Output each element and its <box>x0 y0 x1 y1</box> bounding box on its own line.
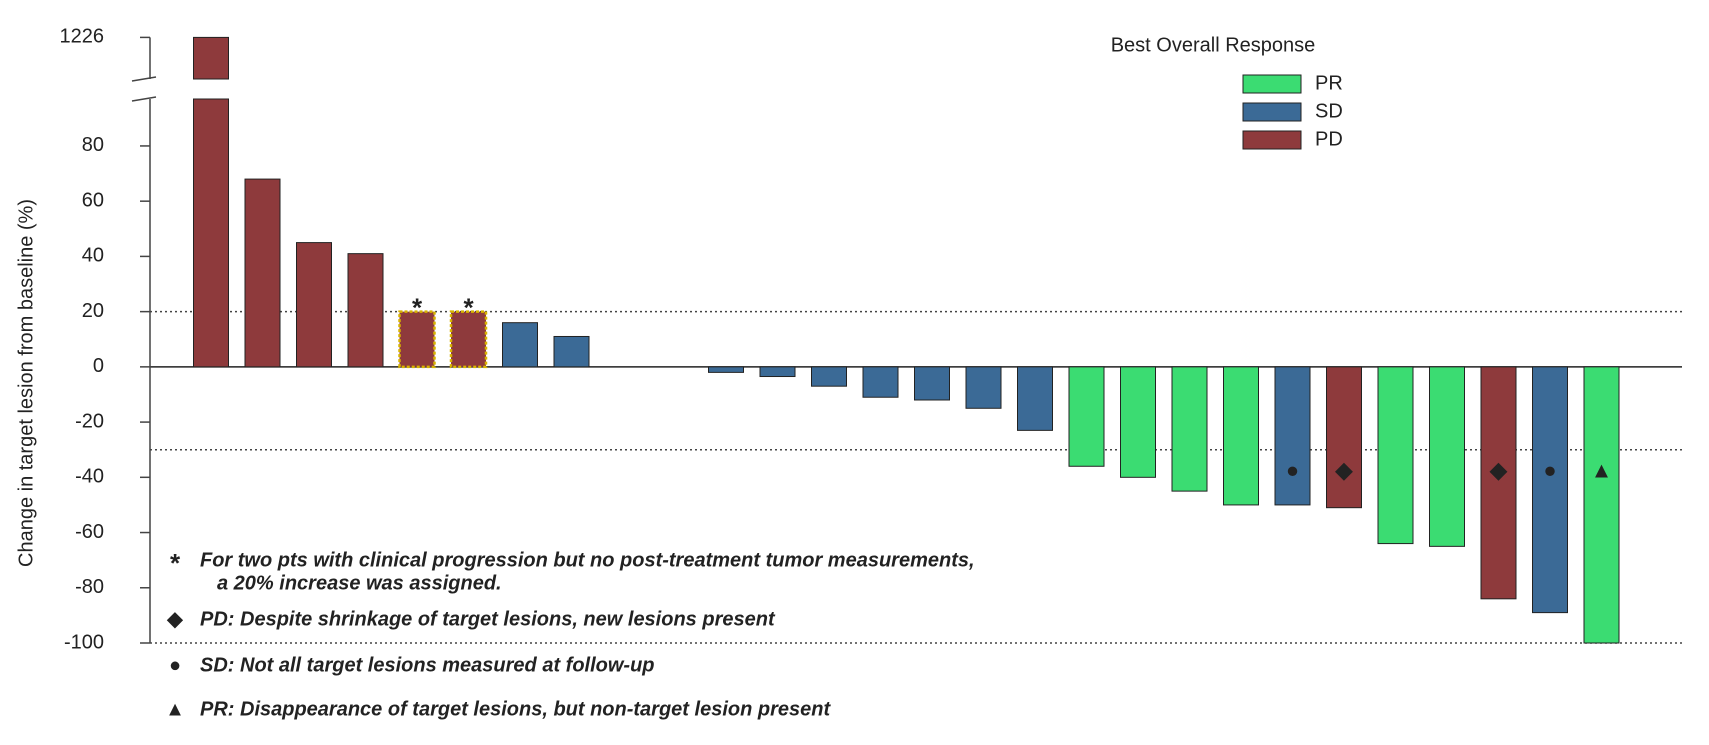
bar-annotation: ● <box>1286 458 1299 483</box>
bar <box>759 366 796 378</box>
legend-title: Best Overall Response <box>1111 34 1316 56</box>
bar <box>811 366 847 387</box>
bar <box>1377 366 1414 545</box>
y-tick-label: -20 <box>75 410 104 432</box>
y-tick-label: -80 <box>75 576 104 598</box>
footnote-text: PD: Despite shrinkage of target lesions,… <box>200 608 776 630</box>
bar <box>1429 366 1465 547</box>
footnote-symbol: ◆ <box>166 608 183 630</box>
bar <box>193 98 229 368</box>
footnote-text: SD: Not all target lesions measured at f… <box>200 654 655 676</box>
bar <box>1532 366 1568 614</box>
y-tick-label: -100 <box>64 631 104 653</box>
bar <box>914 366 950 401</box>
bar-annotation: ● <box>1543 458 1556 483</box>
axis-break <box>131 76 157 82</box>
y-tick-label: -40 <box>75 466 104 488</box>
legend-label: PD <box>1315 128 1343 150</box>
y-axis-title: Change in target lesion from baseline (%… <box>15 199 37 567</box>
bar <box>296 242 332 368</box>
bar <box>347 253 384 368</box>
bar <box>708 366 744 373</box>
footnote-text: PR: Disappearance of target lesions, but… <box>200 698 831 720</box>
legend-swatch <box>1242 74 1302 94</box>
bar <box>1326 366 1362 509</box>
y-tick-label: 20 <box>82 300 104 322</box>
legend-swatch <box>1242 130 1302 150</box>
bar-annotation: ◆ <box>1489 458 1508 483</box>
y-tick-label: 0 <box>93 355 104 377</box>
bar-annotation: ▲ <box>1591 458 1613 483</box>
bar <box>1223 366 1259 506</box>
legend-swatch <box>1242 102 1302 122</box>
bar <box>1583 366 1620 644</box>
bar <box>502 322 538 368</box>
bar-annotation: * <box>412 293 423 323</box>
axis-break <box>131 96 157 102</box>
bar <box>1274 366 1311 506</box>
legend-label: SD <box>1315 100 1343 122</box>
y-tick-label: 80 <box>82 134 104 156</box>
footnote-text: a 20% increase was assigned. <box>217 572 502 594</box>
footnote-symbol: ● <box>169 654 181 676</box>
bar <box>1120 366 1156 478</box>
bar <box>862 366 899 398</box>
bar-upper <box>193 36 229 80</box>
footnote-symbol: * <box>170 548 181 578</box>
bar-annotation: * <box>463 293 474 323</box>
bar <box>1017 366 1053 431</box>
bar <box>1480 366 1517 600</box>
footnote-symbol: ▲ <box>165 698 185 720</box>
bar <box>398 310 436 369</box>
bar <box>1171 366 1208 492</box>
legend-label: PR <box>1315 72 1343 94</box>
bar <box>449 310 488 369</box>
bar <box>553 335 590 368</box>
y-tick-label: 1226 <box>60 26 105 48</box>
bar <box>965 366 1002 409</box>
y-tick-label: -60 <box>75 521 104 543</box>
bar <box>1068 366 1105 467</box>
bar <box>244 178 281 368</box>
footnote-text: For two pts with clinical progression bu… <box>200 549 975 571</box>
y-tick-label: 40 <box>82 245 104 267</box>
y-tick-label: 60 <box>82 189 104 211</box>
bar-annotation: ◆ <box>1335 458 1354 483</box>
